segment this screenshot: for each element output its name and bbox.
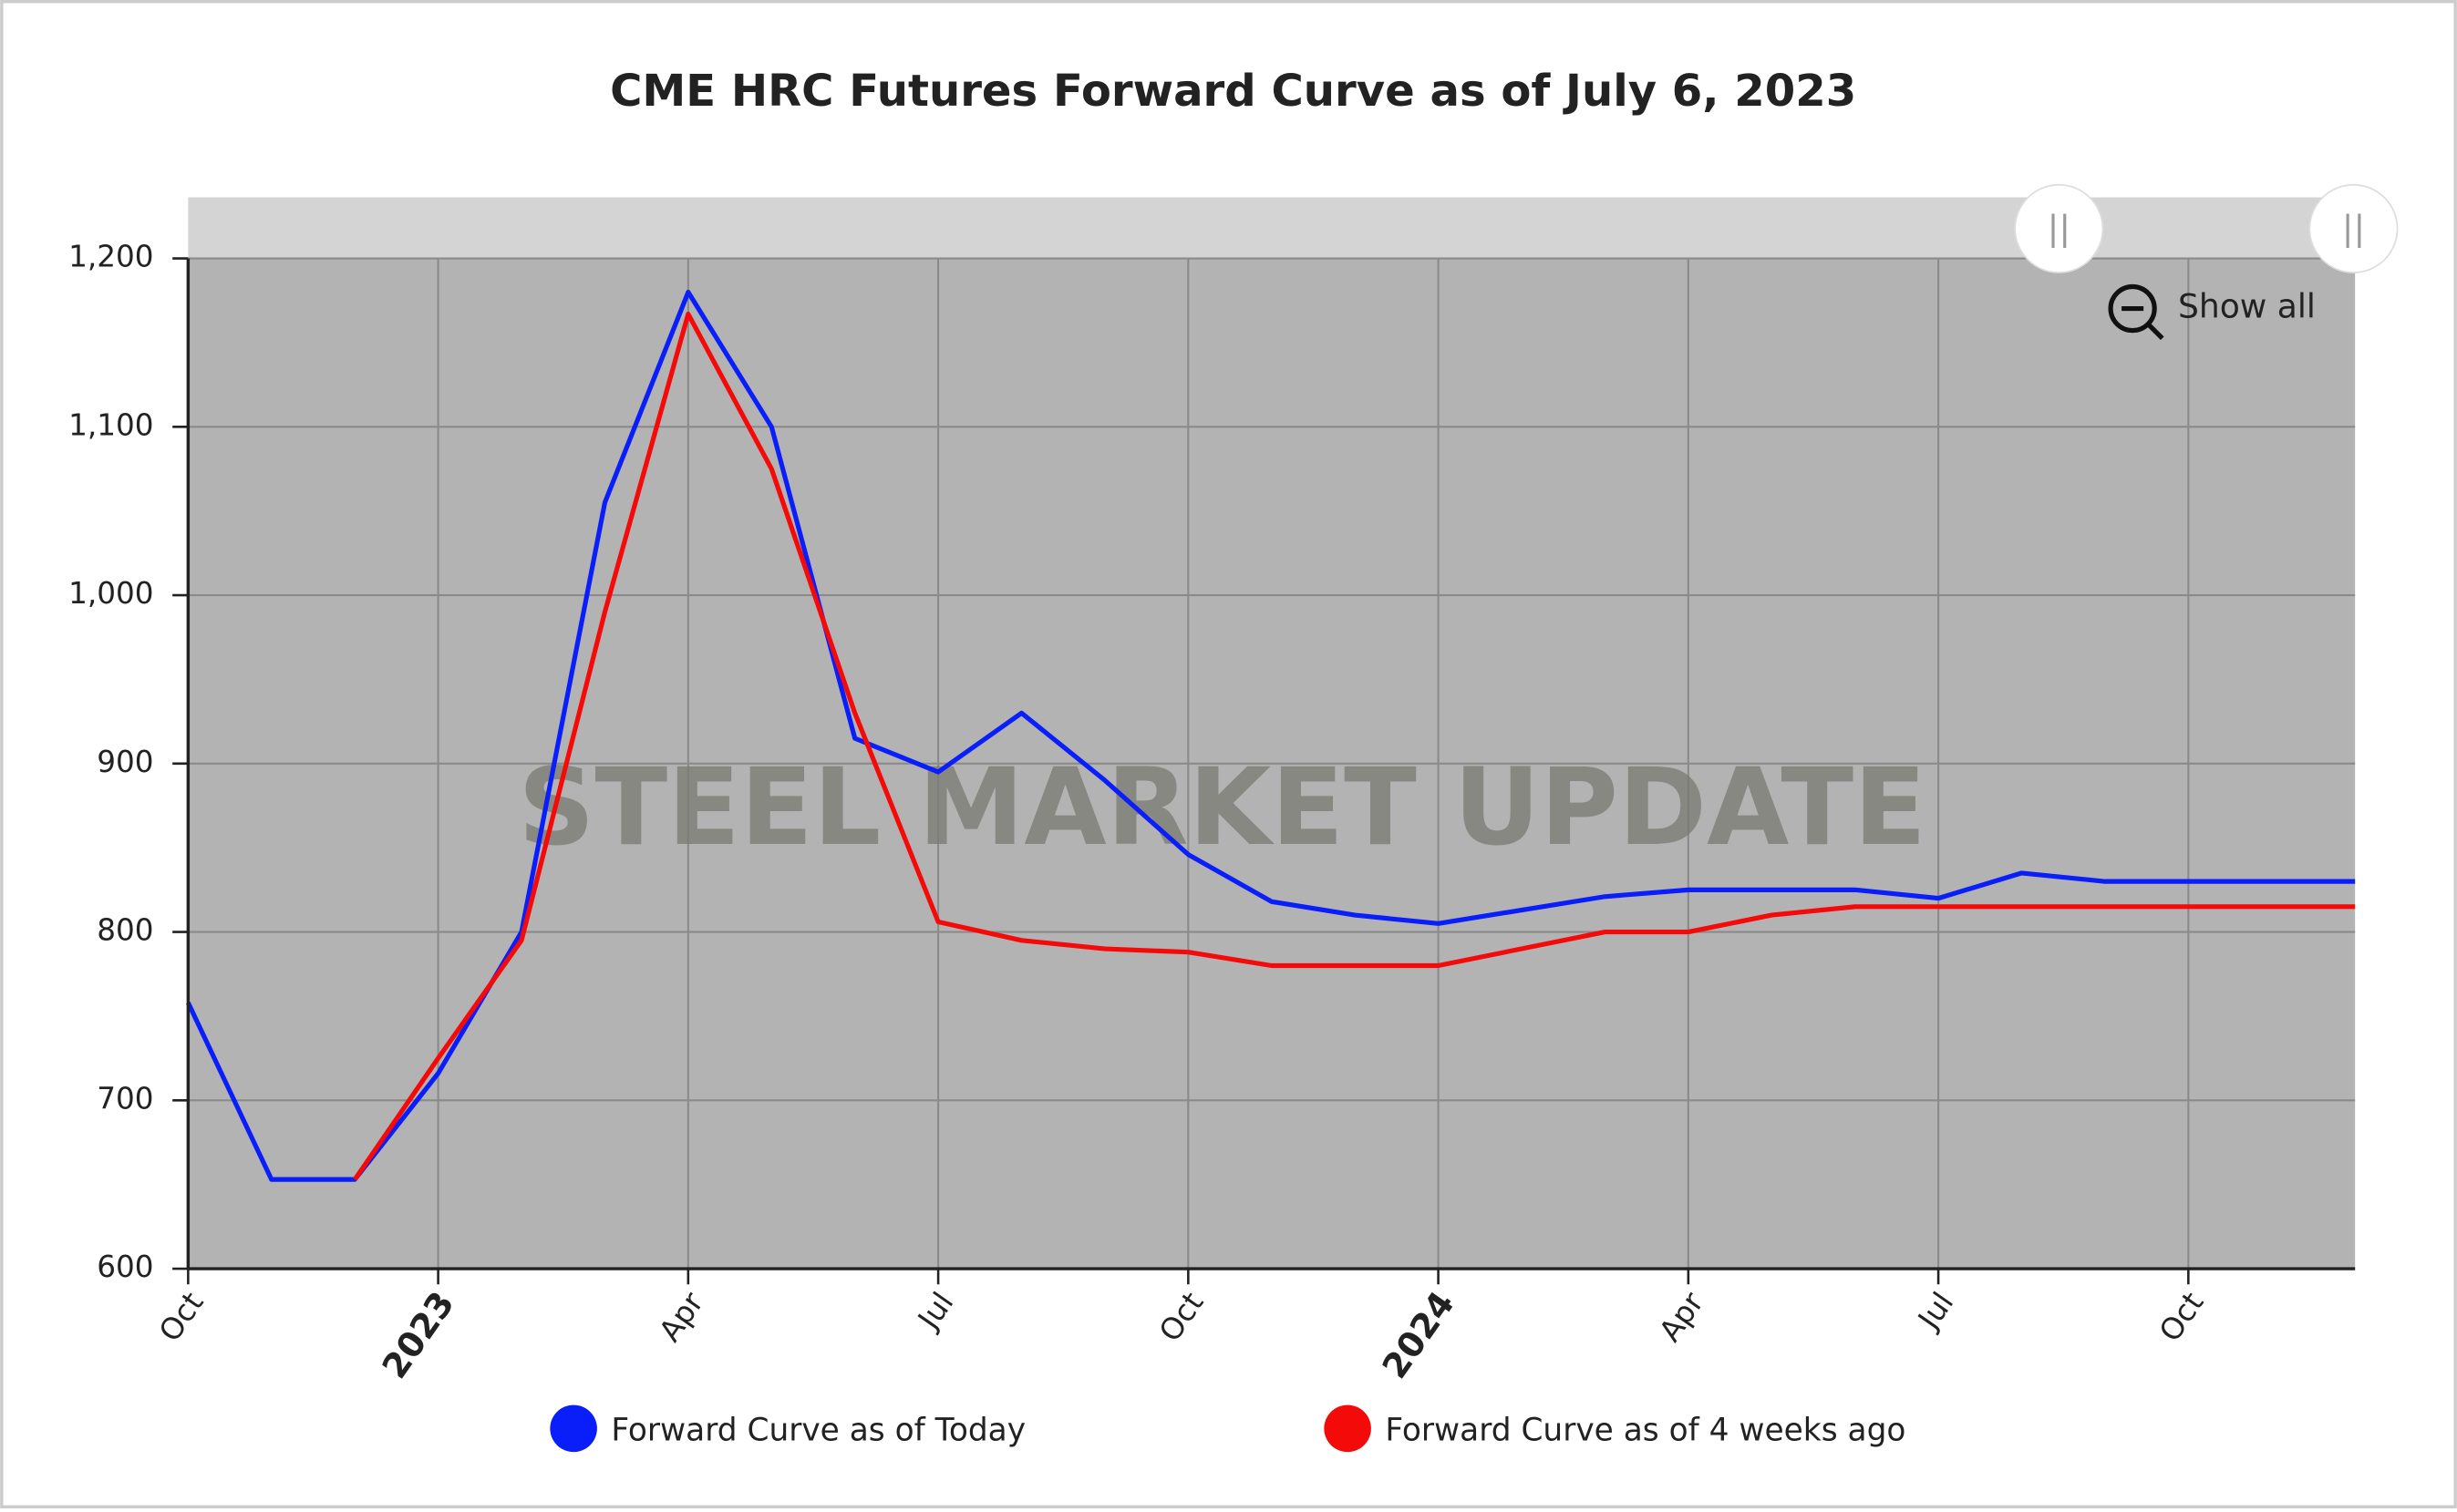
- zoom-icon: [2146, 322, 2164, 341]
- y-tick-label: 800: [97, 913, 153, 948]
- navigator: [188, 197, 2356, 261]
- zoom-label: Show all: [2178, 288, 2316, 326]
- legend-swatch: [1324, 1404, 1371, 1453]
- handle-grip: ||: [2048, 208, 2070, 249]
- y-tick-label: 600: [97, 1250, 153, 1284]
- handle-grip: ||: [2342, 208, 2365, 249]
- series-line: [186, 289, 2356, 1182]
- zoom-icon: [2108, 283, 2157, 334]
- watermark: STEEL MARKET UPDATE: [518, 746, 1926, 869]
- series-line: [353, 311, 2356, 1181]
- y-tick-label: 1,100: [68, 407, 153, 442]
- y-tick-label: 1,200: [68, 240, 153, 274]
- zoom-button[interactable]: Show all: [2108, 283, 2316, 341]
- y-tick-label: 900: [97, 745, 153, 779]
- legend-label: Forward Curve as of Today: [611, 1412, 1026, 1448]
- legend-swatch: [550, 1404, 597, 1453]
- legend-label: Forward Curve as of 4 weeks ago: [1385, 1412, 1905, 1448]
- y-tick-label: 700: [97, 1081, 153, 1116]
- y-tick-label: 1,000: [68, 576, 153, 611]
- range-handle[interactable]: [2014, 183, 2104, 273]
- range-handle[interactable]: [2308, 183, 2399, 273]
- chart-title: CME HRC Futures Forward Curve as of July…: [610, 66, 1856, 117]
